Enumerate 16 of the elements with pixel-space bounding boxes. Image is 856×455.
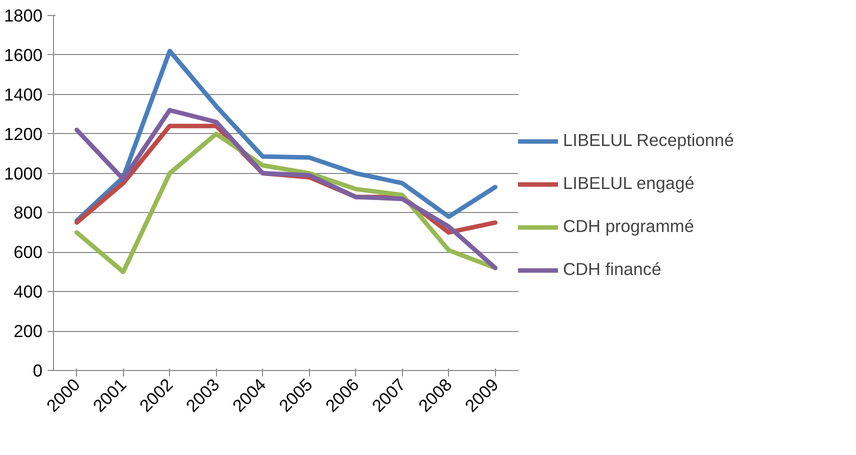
y-tick-label: 1200 [4,124,43,144]
line-series [74,48,498,223]
legend-label: CDH programmé [563,216,694,237]
y-tick-label: 600 [14,242,43,262]
y-tick-label: 400 [14,282,43,302]
y-tick-label: 1600 [4,44,43,65]
y-tick-label: 1000 [4,163,43,184]
y-tick-label: 800 [14,202,43,223]
y-tick-label: 0 [32,360,43,380]
y-tick-label: 200 [14,321,43,342]
y-tick-label: 1400 [4,84,43,104]
legend-label: LIBELUL Receptionné [563,130,734,151]
legend-label: CDH financé [563,259,662,280]
y-tick-label: 1800 [4,6,43,26]
line-series [74,108,498,270]
legend-label: LIBELUL engagé [563,173,694,194]
